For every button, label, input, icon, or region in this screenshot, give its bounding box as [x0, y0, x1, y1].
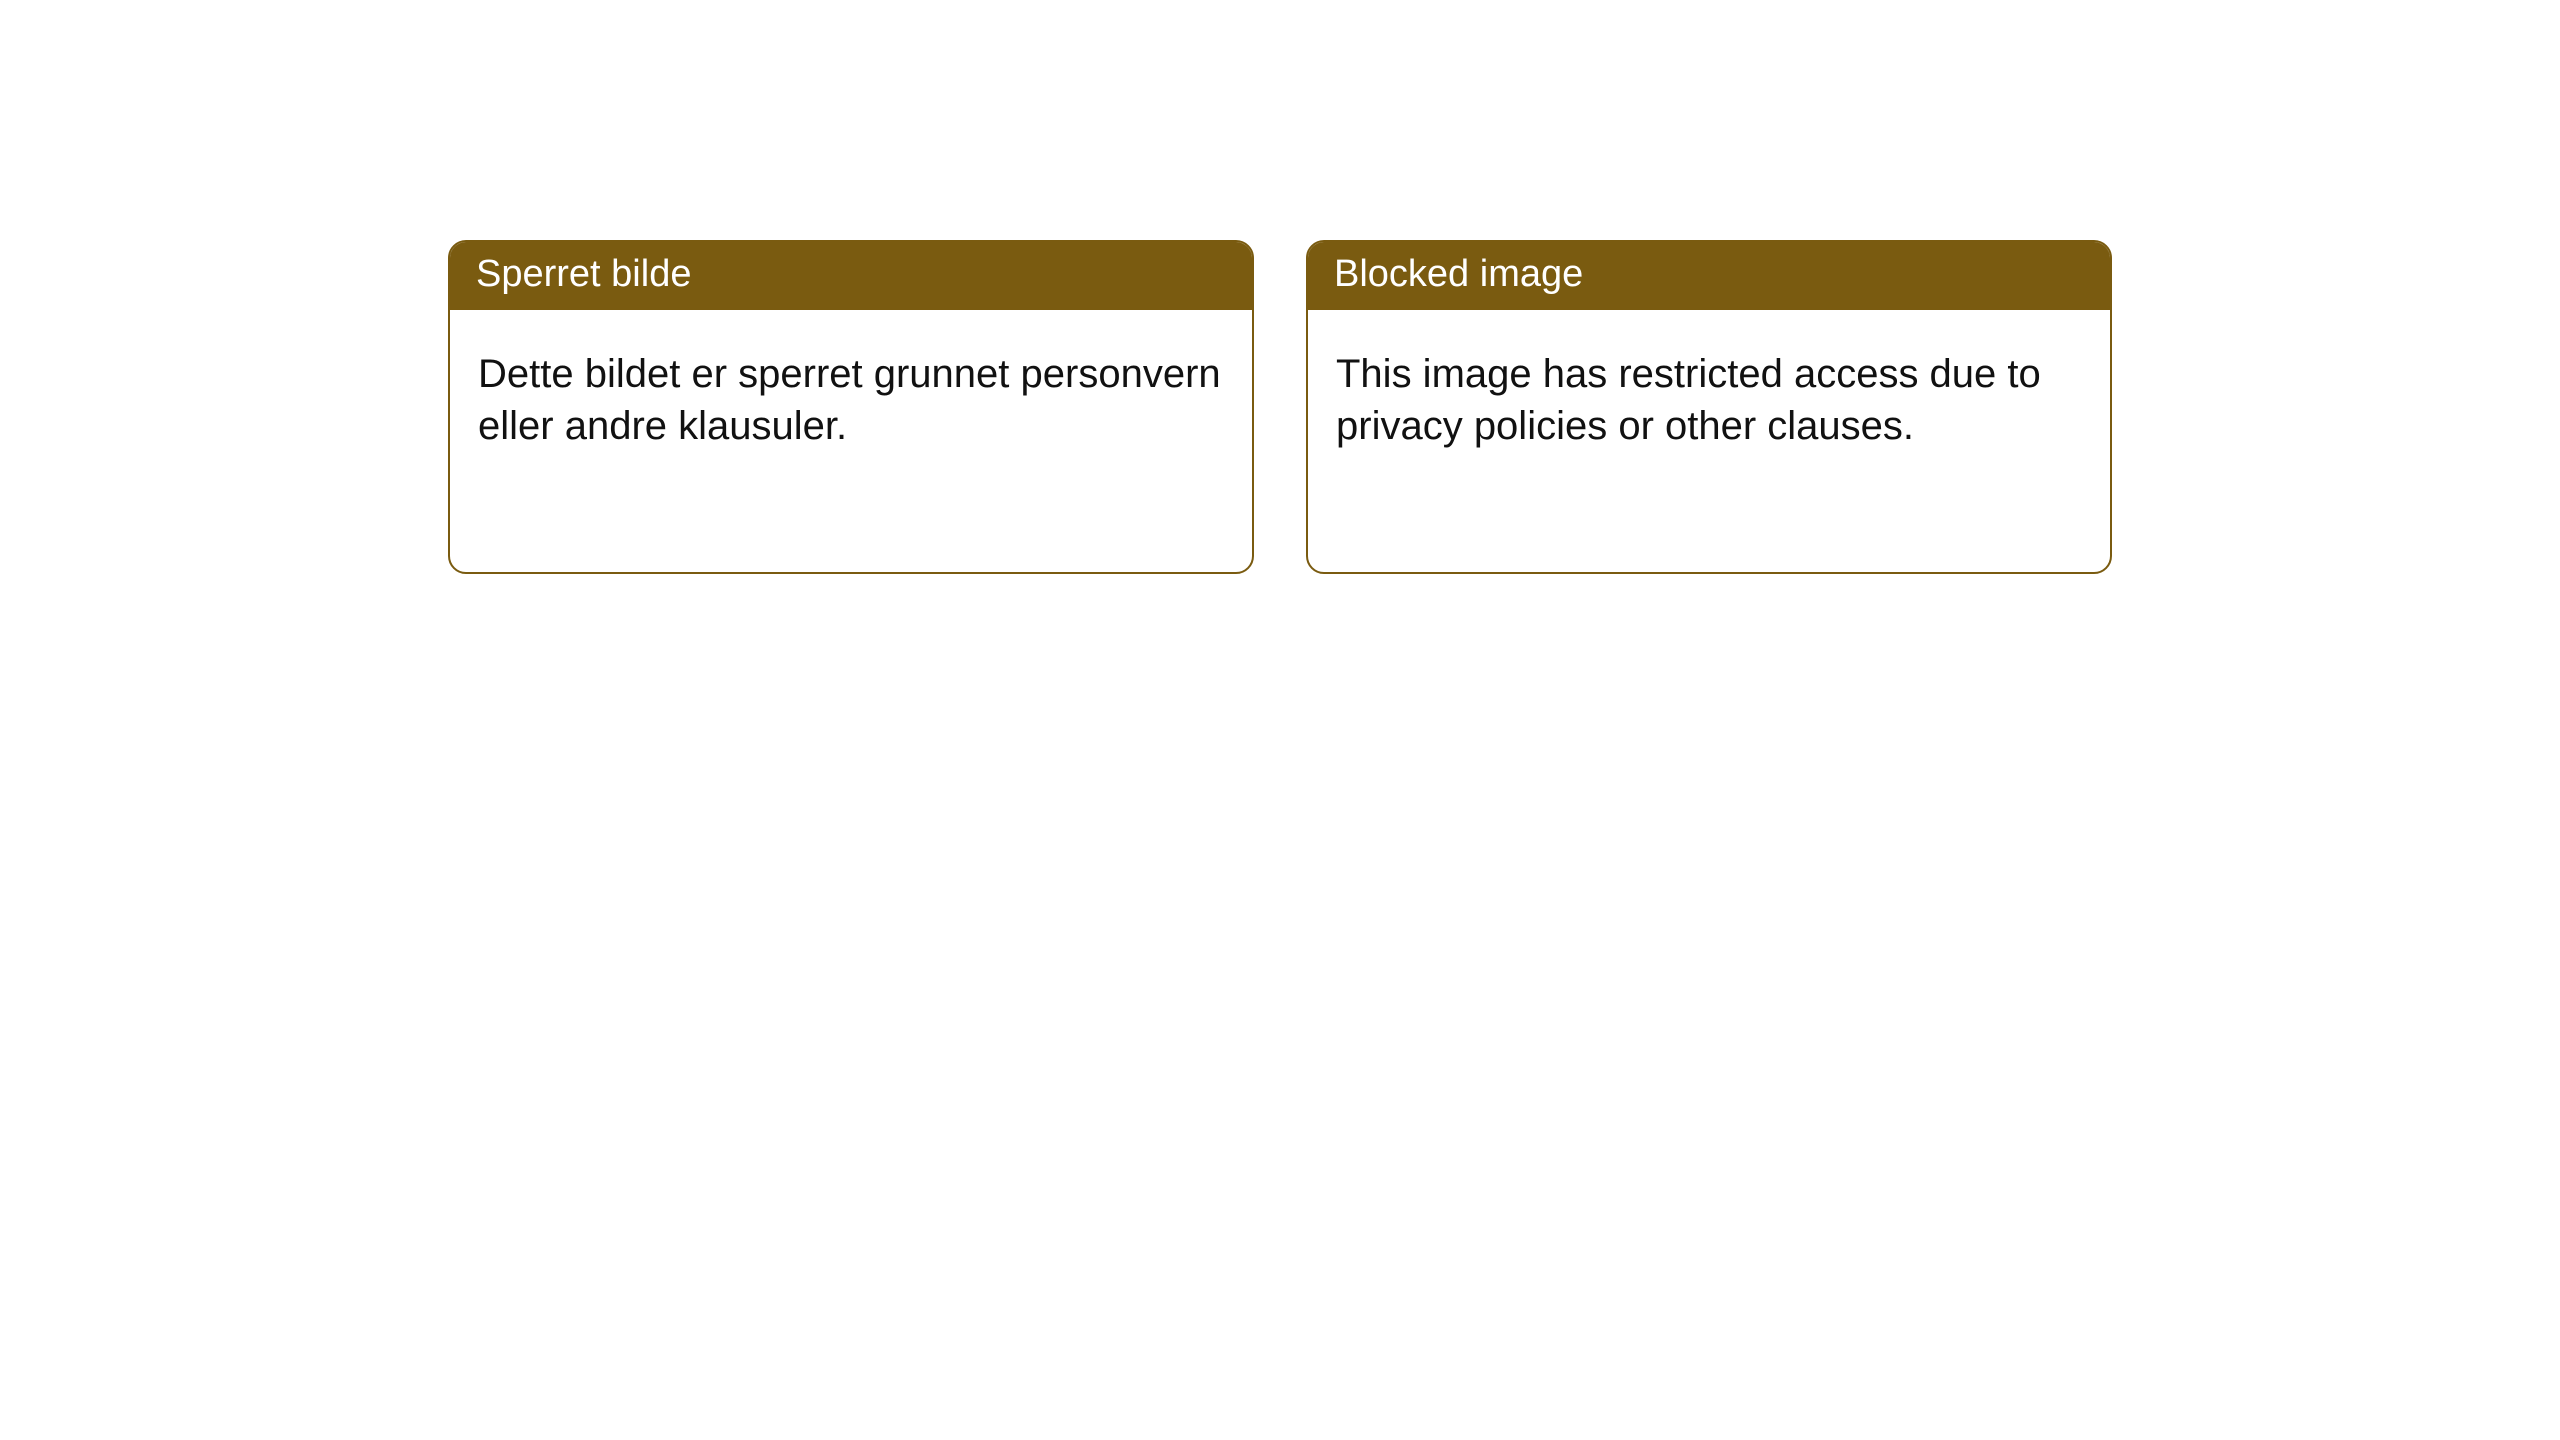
blocked-image-card-no: Sperret bilde Dette bildet er sperret gr… — [448, 240, 1254, 574]
card-body: Dette bildet er sperret grunnet personve… — [450, 310, 1252, 480]
card-header: Sperret bilde — [450, 242, 1252, 310]
cards-container: Sperret bilde Dette bildet er sperret gr… — [0, 0, 2560, 574]
card-body: This image has restricted access due to … — [1308, 310, 2110, 480]
blocked-image-card-en: Blocked image This image has restricted … — [1306, 240, 2112, 574]
card-header: Blocked image — [1308, 242, 2110, 310]
